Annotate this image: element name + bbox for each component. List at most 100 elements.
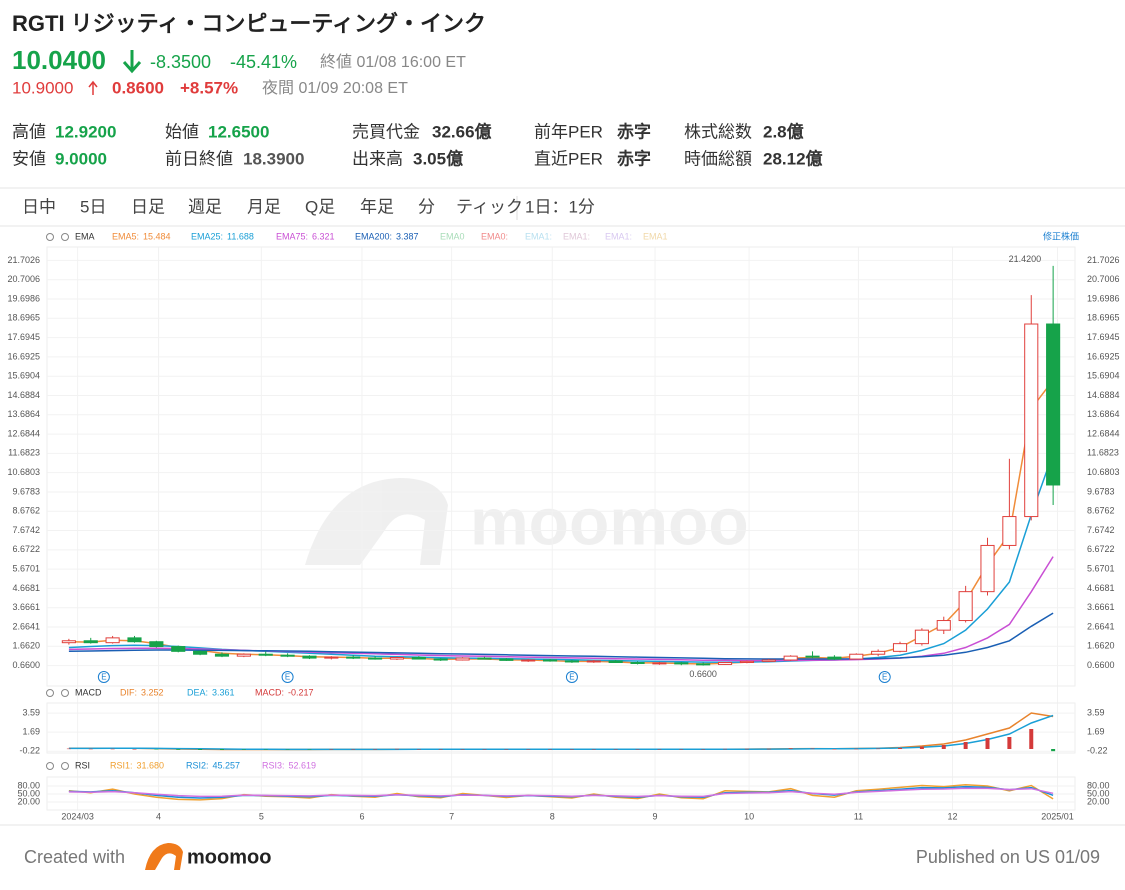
y-tick-label: 21.7026 (7, 255, 40, 265)
legend-extra: EMA0: (481, 231, 508, 241)
stat-value: 9.0000 (55, 149, 107, 168)
series-line (68, 379, 1054, 665)
created-with: Created with (24, 847, 125, 867)
candle-body (1046, 323, 1061, 486)
x-tick-label: 2024/03 (61, 811, 94, 821)
legend-value: 45.257 (213, 760, 241, 770)
y-tick-label-right: 6.6722 (1087, 544, 1115, 554)
legend-name: EMA5: (112, 231, 139, 241)
tab[interactable]: 年足 (360, 197, 394, 216)
y-tick-label: 14.6884 (7, 390, 40, 400)
y-tick-label: 16.6925 (7, 351, 40, 361)
legend-extra: EMA1 (643, 231, 668, 241)
close-icon[interactable] (61, 233, 69, 241)
stat-label: 売買代金 (352, 122, 420, 141)
y-tick-label-right: 18.6965 (1087, 313, 1120, 323)
tab[interactable]: Q足 (305, 197, 335, 216)
price: 10.0400 (12, 45, 106, 75)
candle-body (455, 657, 470, 661)
tab[interactable]: ティック (456, 197, 523, 216)
macd-bar (723, 748, 728, 750)
settings-icon[interactable] (46, 762, 54, 770)
macd-bar (526, 749, 531, 750)
interval[interactable]: 1日：1分 (525, 197, 595, 216)
tab[interactable]: 週足 (188, 197, 222, 216)
change: -8.3500 (150, 52, 211, 72)
panel-border (46, 776, 1076, 811)
y-tick-label-right: 3.59 (1087, 707, 1105, 717)
y-tick-label-right: -0.22 (1087, 746, 1108, 756)
adjust-label[interactable]: 修正株価 (1043, 230, 1079, 241)
y-tick-label: 2.6641 (12, 621, 40, 631)
tab[interactable]: 月足 (247, 197, 281, 216)
macd-bar (1029, 729, 1034, 749)
y-tick-label-right: 7.6742 (1087, 525, 1115, 535)
legend-name: MACD: (255, 687, 284, 697)
watermark-logo (305, 478, 448, 565)
candle-body (1002, 516, 1017, 546)
legend-value: 3.252 (141, 687, 164, 697)
candle-body (105, 637, 120, 644)
close-time: 終値 01/08 16:00 ET (320, 53, 466, 71)
y-tick-label-right: 12.6844 (1087, 428, 1120, 438)
y-tick-label: -0.22 (19, 746, 40, 756)
tab[interactable]: 5日 (80, 197, 106, 216)
candle-body (783, 655, 798, 661)
legend-value: 3.361 (212, 687, 235, 697)
y-tick-label-right: 1.6620 (1087, 641, 1115, 651)
candle-body (280, 654, 295, 657)
y-tick-label: 5.6701 (12, 563, 40, 573)
x-tick-label: 5 (259, 811, 264, 821)
close-icon[interactable] (61, 762, 69, 770)
macd-bar (329, 749, 334, 750)
y-tick-label: 13.6864 (7, 409, 40, 419)
y-tick-label: 80.00 (17, 780, 40, 790)
tab[interactable]: 日足 (131, 197, 165, 216)
tab[interactable]: 分 (418, 197, 435, 216)
macd-bar (198, 749, 203, 750)
stat-value: 赤字 (617, 148, 651, 168)
macd-bar (416, 749, 421, 750)
series-line (68, 714, 1054, 751)
candle-body (696, 663, 711, 666)
brand-logo (145, 843, 183, 870)
settings-icon[interactable] (46, 233, 54, 241)
y-tick-label: 0.6600 (12, 660, 40, 670)
y-tick-label: 6.6722 (12, 544, 40, 554)
y-tick-label: 19.6986 (7, 293, 40, 303)
candle-body (914, 629, 929, 645)
y-tick-label-right: 5.6701 (1087, 563, 1115, 573)
macd-bar (154, 749, 159, 750)
macd-bar (569, 749, 574, 750)
stat-value: 32.66億 (432, 121, 492, 141)
y-tick-label: 3.59 (22, 707, 40, 717)
settings-icon[interactable] (46, 689, 54, 697)
macd-bar (241, 749, 246, 750)
event-marker (565, 671, 578, 683)
y-tick-label-right: 10.6803 (1087, 467, 1120, 477)
candle-body (258, 653, 273, 656)
event-marker (281, 671, 294, 683)
y-tick-label-right: 17.6945 (1087, 332, 1120, 342)
legend-extra: EMA1: (605, 231, 632, 241)
candle-body (433, 658, 448, 661)
x-tick-label: 10 (744, 811, 754, 821)
macd-bar (963, 742, 968, 749)
candle-body (521, 659, 536, 662)
event-marker (97, 671, 110, 683)
close-icon[interactable] (61, 689, 69, 697)
watermark-text: moomoo (470, 484, 749, 558)
candle-body (302, 655, 317, 659)
panel-title: EMA (75, 231, 95, 241)
tab[interactable]: 日中 (22, 197, 56, 216)
y-tick-label-right: 3.6661 (1087, 602, 1115, 612)
event-label: E (101, 673, 106, 682)
down-arrow (122, 50, 142, 74)
candle-body (214, 653, 230, 657)
candle-body (61, 640, 76, 644)
event-label: E (285, 673, 290, 682)
stat-value: 12.6500 (208, 122, 269, 141)
x-tick-label: 11 (854, 811, 863, 821)
candle-body (674, 662, 689, 665)
